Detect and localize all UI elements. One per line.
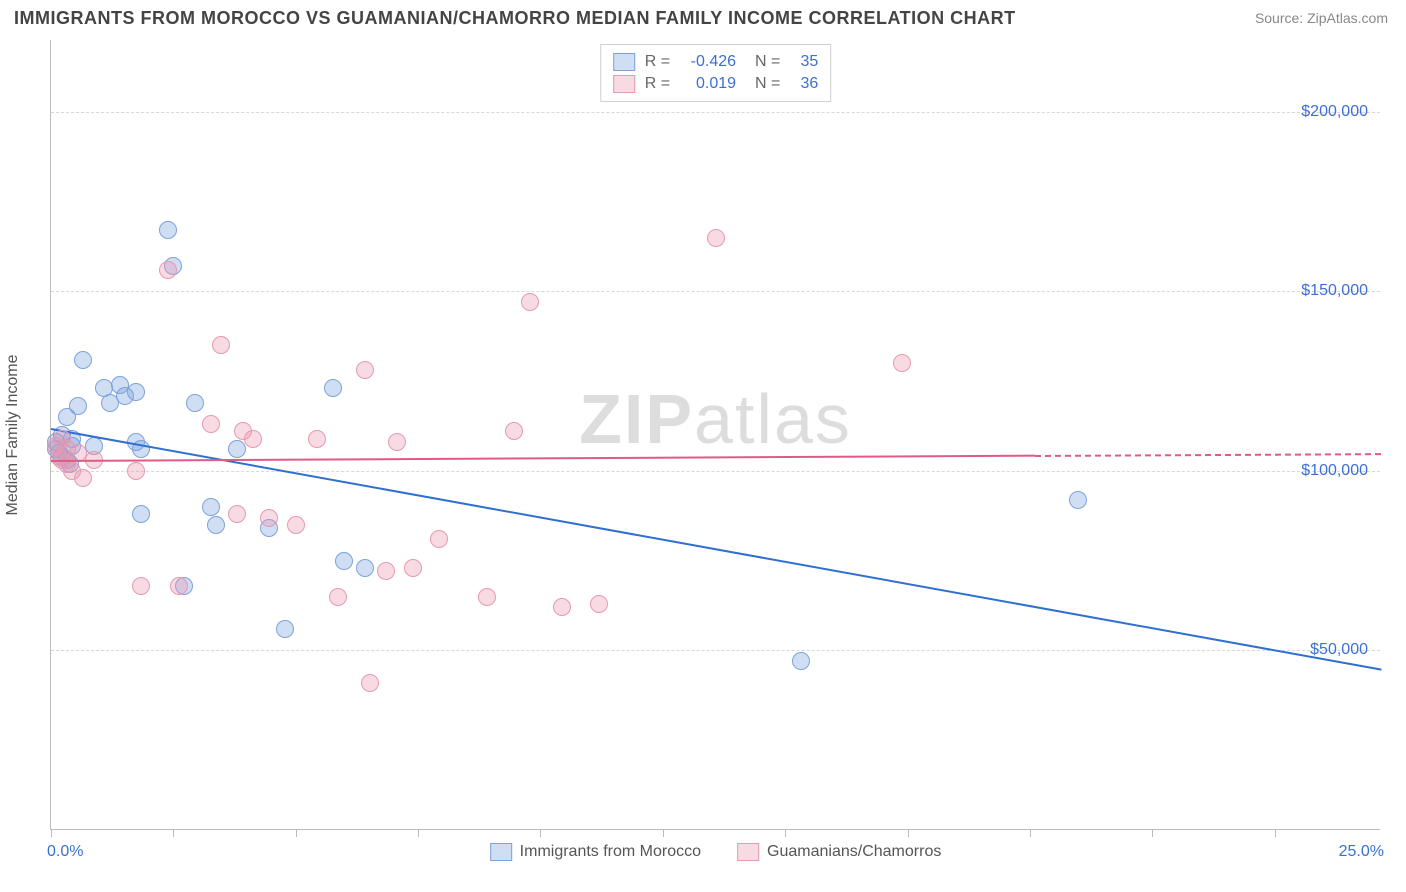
data-point-guamanian	[74, 469, 92, 487]
legend-label-morocco: Immigrants from Morocco	[520, 843, 701, 861]
swatch-morocco	[613, 53, 635, 71]
x-tick	[540, 829, 541, 837]
trend-line-guamanian-dashed	[1035, 453, 1381, 457]
data-point-morocco	[356, 559, 374, 577]
trend-line-morocco	[51, 428, 1381, 671]
x-tick	[1152, 829, 1153, 837]
data-point-morocco	[69, 397, 87, 415]
data-point-guamanian	[228, 505, 246, 523]
source-link[interactable]: ZipAtlas.com	[1307, 10, 1388, 26]
legend-swatch-guamanian	[737, 843, 759, 861]
x-tick	[908, 829, 909, 837]
plot-area: ZIPatlas Median Family Income 0.0% 25.0%…	[50, 40, 1380, 830]
stats-r-label: R =	[645, 75, 670, 93]
data-point-morocco	[1069, 491, 1087, 509]
legend-item-guamanian: Guamanians/Chamorros	[737, 843, 941, 861]
data-point-guamanian	[244, 430, 262, 448]
x-tick	[1030, 829, 1031, 837]
data-point-morocco	[335, 552, 353, 570]
stats-r-label: R =	[645, 53, 670, 71]
stats-r-value-morocco: -0.426	[680, 53, 736, 71]
data-point-guamanian	[430, 530, 448, 548]
data-point-guamanian	[356, 361, 374, 379]
data-point-guamanian	[707, 229, 725, 247]
legend-item-morocco: Immigrants from Morocco	[490, 843, 701, 861]
data-point-morocco	[324, 379, 342, 397]
y-tick-label: $150,000	[1301, 282, 1368, 300]
legend-label-guamanian: Guamanians/Chamorros	[767, 843, 941, 861]
watermark-bold: ZIP	[579, 380, 694, 458]
data-point-morocco	[228, 440, 246, 458]
data-point-guamanian	[159, 261, 177, 279]
swatch-guamanian	[613, 75, 635, 93]
data-point-guamanian	[127, 462, 145, 480]
data-point-morocco	[159, 221, 177, 239]
data-point-guamanian	[212, 336, 230, 354]
x-axis-max-label: 25.0%	[1339, 843, 1384, 861]
x-tick	[663, 829, 664, 837]
data-point-guamanian	[893, 354, 911, 372]
data-point-guamanian	[287, 516, 305, 534]
watermark-rest: atlas	[694, 380, 852, 458]
stats-r-value-guamanian: 0.019	[680, 75, 736, 93]
gridline	[51, 291, 1380, 292]
data-point-guamanian	[260, 509, 278, 527]
data-point-guamanian	[308, 430, 326, 448]
source-attribution: Source: ZipAtlas.com	[1255, 10, 1388, 26]
data-point-morocco	[74, 351, 92, 369]
data-point-morocco	[127, 383, 145, 401]
stats-n-value-morocco: 35	[790, 53, 818, 71]
x-tick	[785, 829, 786, 837]
data-point-guamanian	[170, 577, 188, 595]
data-point-morocco	[202, 498, 220, 516]
stats-n-label: N =	[746, 75, 780, 93]
bottom-legend: Immigrants from Morocco Guamanians/Chamor…	[490, 843, 942, 861]
y-tick-label: $100,000	[1301, 462, 1368, 480]
data-point-morocco	[207, 516, 225, 534]
gridline	[51, 112, 1380, 113]
data-point-guamanian	[505, 422, 523, 440]
data-point-morocco	[792, 652, 810, 670]
x-tick	[51, 829, 52, 837]
data-point-morocco	[186, 394, 204, 412]
data-point-guamanian	[388, 433, 406, 451]
chart-title: IMMIGRANTS FROM MOROCCO VS GUAMANIAN/CHA…	[14, 8, 1016, 29]
data-point-guamanian	[553, 598, 571, 616]
data-point-guamanian	[132, 577, 150, 595]
data-point-guamanian	[590, 595, 608, 613]
data-point-guamanian	[202, 415, 220, 433]
stats-n-label: N =	[746, 53, 780, 71]
watermark: ZIPatlas	[579, 379, 852, 459]
stats-legend-box: R = -0.426 N = 35 R = 0.019 N = 36	[600, 44, 832, 102]
x-tick	[1275, 829, 1276, 837]
data-point-guamanian	[329, 588, 347, 606]
gridline	[51, 650, 1380, 651]
gridline	[51, 471, 1380, 472]
legend-swatch-morocco	[490, 843, 512, 861]
data-point-guamanian	[377, 562, 395, 580]
source-prefix: Source:	[1255, 10, 1307, 26]
x-axis-min-label: 0.0%	[47, 843, 83, 861]
data-point-guamanian	[478, 588, 496, 606]
stats-row-morocco: R = -0.426 N = 35	[613, 51, 819, 73]
data-point-morocco	[276, 620, 294, 638]
data-point-morocco	[132, 505, 150, 523]
data-point-guamanian	[404, 559, 422, 577]
x-tick	[296, 829, 297, 837]
data-point-guamanian	[521, 293, 539, 311]
data-point-guamanian	[361, 674, 379, 692]
x-tick	[173, 829, 174, 837]
stats-n-value-guamanian: 36	[790, 75, 818, 93]
y-axis-title: Median Family Income	[4, 354, 22, 515]
stats-row-guamanian: R = 0.019 N = 36	[613, 73, 819, 95]
x-tick	[418, 829, 419, 837]
y-tick-label: $200,000	[1301, 103, 1368, 121]
